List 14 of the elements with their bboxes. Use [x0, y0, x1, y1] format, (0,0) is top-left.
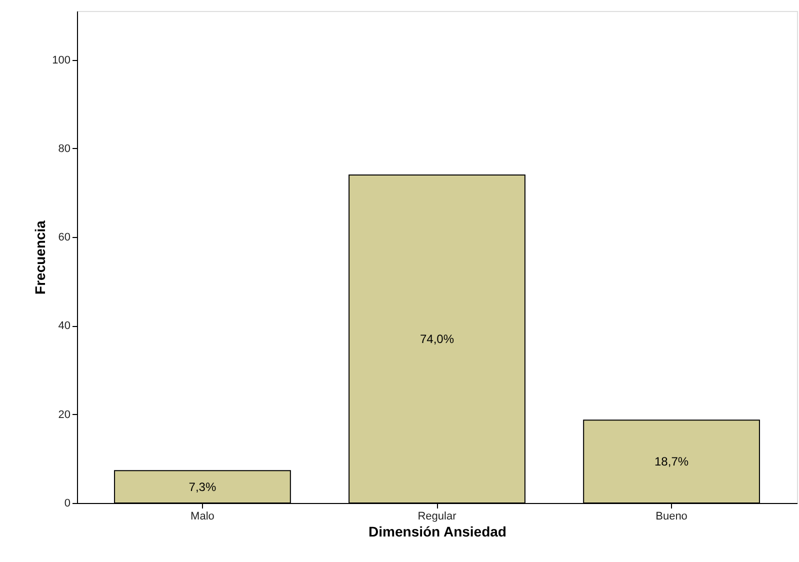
y-tick-label: 60: [58, 232, 70, 244]
x-tick-label: Malo: [190, 510, 214, 522]
data-label: 7,3%: [188, 480, 216, 494]
y-tick-label: 20: [58, 408, 70, 421]
y-tick-label: 80: [58, 142, 70, 155]
x-tick-label: Bueno: [656, 510, 688, 522]
y-tick-label: 40: [58, 320, 70, 332]
y-axis-title: Frecuencia: [32, 220, 48, 294]
data-label: 74,0%: [420, 332, 454, 346]
x-tick-label: Regular: [418, 510, 457, 522]
x-axis-title: Dimensión Ansiedad: [368, 524, 506, 540]
data-label: 18,7%: [654, 454, 689, 469]
y-tick-label: 100: [52, 54, 70, 66]
y-tick-label: 0: [64, 498, 70, 510]
